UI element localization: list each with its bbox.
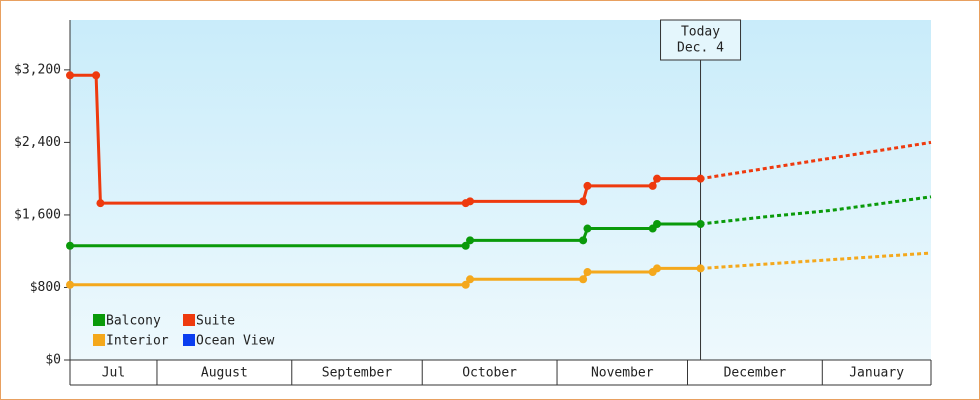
y-tick-label: $3,200: [14, 62, 61, 77]
today-label: Dec. 4: [677, 41, 724, 56]
x-tick-label: December: [724, 366, 787, 381]
point: [92, 71, 101, 80]
x-tick-label: November: [591, 366, 654, 381]
price-line: [70, 73, 701, 205]
point: [461, 280, 470, 289]
legend-label: Interior: [106, 334, 169, 349]
point: [66, 241, 74, 250]
legend-label: Ocean View: [196, 334, 274, 349]
legend-swatch: [183, 334, 195, 346]
y-tick-label: $2,400: [14, 135, 61, 150]
point: [648, 181, 657, 190]
point: [653, 264, 662, 273]
point: [583, 224, 592, 233]
point: [466, 197, 475, 206]
y-tick-label: $1,600: [14, 207, 61, 222]
today-label: Today: [681, 25, 720, 40]
point: [96, 199, 105, 208]
x-tick-label: Jul: [102, 366, 125, 381]
point: [66, 280, 74, 289]
legend-swatch: [93, 334, 105, 346]
y-tick-label: $800: [30, 280, 61, 295]
x-tick-label: September: [322, 366, 393, 381]
legend-label: Suite: [196, 314, 235, 329]
point: [579, 275, 588, 284]
point: [696, 264, 705, 273]
x-tick-label: October: [462, 366, 517, 381]
forecast-line: [700, 140, 932, 181]
point: [579, 197, 588, 206]
point: [579, 236, 588, 245]
plot-area: [70, 20, 931, 360]
point: [653, 220, 662, 228]
x-tick-label: August: [201, 366, 248, 381]
point: [66, 71, 74, 80]
today-box: [660, 19, 742, 61]
forecast-line: [700, 195, 932, 226]
point: [466, 275, 475, 284]
x-tick-label: January: [849, 366, 904, 381]
forecast-line: [700, 251, 932, 270]
point: [653, 174, 662, 183]
point: [696, 220, 705, 228]
legend-swatch: [183, 314, 195, 326]
legend-label: Balcony: [106, 314, 161, 329]
point: [461, 241, 470, 250]
legend-swatch: [93, 314, 105, 326]
point: [696, 174, 705, 183]
y-tick-label: $0: [45, 353, 61, 368]
point: [583, 268, 592, 277]
point: [466, 236, 475, 245]
point: [583, 181, 592, 190]
